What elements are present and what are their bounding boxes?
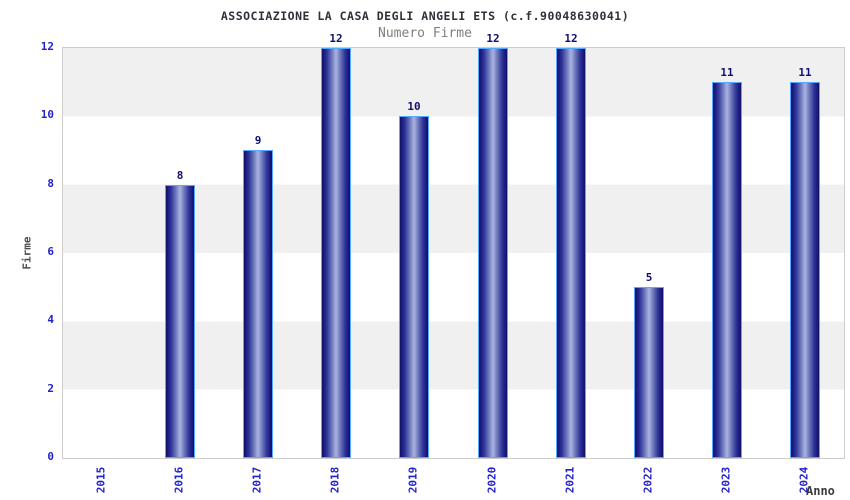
bar-2023 — [712, 82, 742, 458]
x-tick-label-2022: 2022 — [641, 466, 655, 494]
bar-value-label: 12 — [486, 32, 500, 45]
y-tick-label: 10 — [40, 108, 54, 122]
bar-value-label: 11 — [720, 66, 734, 79]
bar-2020 — [478, 48, 508, 458]
y-tick-label: 2 — [47, 381, 54, 395]
bar-2016 — [165, 185, 195, 458]
bar-2022 — [634, 287, 664, 458]
bar-value-label: 9 — [254, 134, 262, 147]
x-tick-label-2017: 2017 — [250, 466, 264, 494]
bar-value-label: 12 — [329, 32, 343, 45]
bar-value-label: 10 — [407, 100, 421, 113]
x-tick-label-2016: 2016 — [172, 466, 186, 494]
plot-area: 8 9 12 10 12 12 5 11 11 — [62, 32, 845, 459]
y-tick-label: 12 — [40, 40, 54, 53]
x-tick-label-2023: 2023 — [719, 466, 733, 494]
bar-2019 — [399, 116, 429, 458]
bar-value-label: 5 — [645, 271, 653, 284]
x-axis-label: Anno — [806, 484, 835, 498]
bar-2021 — [556, 48, 586, 458]
y-tick-label: 4 — [47, 313, 54, 327]
bar-2017 — [243, 150, 273, 458]
bar-value-label: 11 — [798, 66, 812, 79]
bar-value-label: 12 — [564, 32, 578, 45]
y-tick-label: 0 — [47, 450, 54, 463]
chart-subtitle: Numero Firme — [378, 26, 472, 41]
x-tick-label-2018: 2018 — [328, 466, 342, 494]
bar-2024 — [790, 82, 820, 458]
bar-value-label: 8 — [176, 169, 184, 182]
chart-title: ASSOCIAZIONE LA CASA DEGLI ANGELI ETS (c… — [220, 9, 630, 23]
x-tick-label-2020: 2020 — [485, 466, 499, 494]
y-tick-label: 8 — [47, 176, 54, 190]
x-tick-label-2019: 2019 — [406, 466, 420, 494]
x-tick-label-2015: 2015 — [94, 466, 108, 494]
y-tick-label: 6 — [47, 245, 54, 258]
bar-2018 — [321, 48, 351, 458]
x-tick-label-2021: 2021 — [563, 466, 577, 494]
